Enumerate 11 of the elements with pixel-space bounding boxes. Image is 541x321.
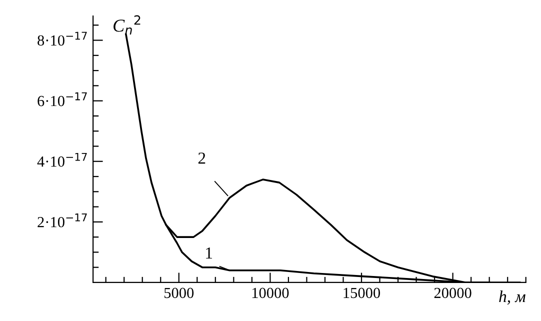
y-tick-label: 8·10$^{−17}$ [38, 32, 87, 46]
x-tick-label: 20000 [434, 288, 472, 298]
text: 2 [198, 152, 206, 164]
x-axis-title: h, м [499, 290, 526, 305]
x-tick-label: 10000 [252, 288, 289, 298]
series-label: 1 [206, 247, 212, 258]
y-tick-label: 2·10$^{−17}$ [38, 214, 87, 228]
y-tick-label: 4·10$^{−17}$ [37, 152, 87, 167]
x-tick-label: 15000 [344, 288, 380, 298]
x-tick-label: 5000 [164, 288, 194, 298]
y-tick-label: 6·10$^{−17}$ [38, 92, 87, 106]
